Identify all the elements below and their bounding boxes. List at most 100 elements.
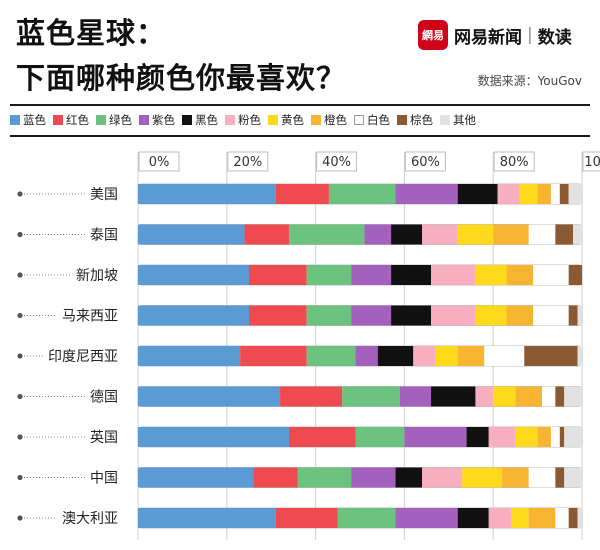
bar-segment-紫色	[404, 427, 467, 447]
category-label: 马来西亚	[62, 309, 118, 325]
legend-item: 橙色	[311, 112, 347, 128]
bar-segment-白色	[555, 508, 569, 528]
bar-segment-黑色	[395, 467, 423, 488]
bar-segment-紫色	[395, 508, 458, 528]
title-line-1: 蓝色星球：	[16, 16, 167, 50]
legend-swatch	[139, 115, 149, 125]
bar-segment-蓝色	[138, 224, 245, 245]
bar-segment-橙色	[493, 224, 529, 245]
legend-swatch	[10, 115, 20, 125]
legend-label: 白色	[367, 113, 390, 127]
legend-item: 红色	[53, 112, 89, 128]
x-tick: 20%	[227, 151, 269, 172]
bar-segment-粉色	[497, 184, 520, 204]
bar-segment-其他	[577, 346, 582, 366]
bar-segment-橙色	[537, 427, 551, 447]
bar-segment-黑色	[391, 265, 432, 285]
bar-segment-绿色	[297, 467, 352, 488]
bar-segment-红色	[240, 346, 307, 366]
bar-segment-红色	[280, 386, 343, 407]
row-bullet	[17, 191, 23, 197]
title-line-2: 下面哪种颜色你最喜欢？	[16, 61, 347, 95]
bar-segment-棕色	[555, 467, 565, 488]
legend-item: 蓝色	[10, 112, 46, 128]
bar-segment-橙色	[515, 386, 543, 407]
x-tick-box	[316, 151, 358, 172]
legend-label: 棕色	[410, 113, 433, 127]
category-label: 英国	[90, 429, 118, 446]
bar-segment-紫色	[351, 265, 392, 285]
bar-segment-蓝色	[138, 386, 281, 407]
bar-segment-红色	[253, 467, 298, 488]
x-tick-label: 40%	[322, 155, 351, 170]
bar-segment-蓝色	[138, 508, 276, 528]
legend-swatch	[268, 115, 278, 125]
category-label: 泰国	[90, 228, 118, 244]
x-tick-box	[582, 151, 600, 172]
bar-segment-粉色	[431, 305, 476, 326]
bar-segment-绿色	[328, 184, 396, 204]
legend-item: 其他	[440, 112, 476, 128]
x-tick-box	[227, 151, 269, 172]
bar-segment-绿色	[306, 346, 356, 366]
x-tick-box	[138, 151, 180, 172]
legend-swatch	[440, 115, 450, 125]
legend: 蓝色 红色 绿色 紫色 黑色 粉色 黄色 橙色 白色 棕色 其他	[10, 112, 600, 128]
bar-segment-蓝色	[138, 184, 276, 204]
bar-segment-蓝色	[138, 427, 289, 447]
legend-swatch	[354, 115, 364, 125]
brand-sub: 数读	[537, 27, 572, 48]
bar-segment-红色	[288, 427, 356, 447]
bar-segment-其他	[577, 305, 582, 326]
legend-label: 红色	[66, 113, 89, 127]
bar-segment-其他	[577, 508, 582, 528]
bar-segment-橙色	[506, 265, 534, 285]
bar-segment-棕色	[568, 305, 578, 326]
bar-segment-白色	[484, 346, 525, 366]
bar-segment-白色	[533, 305, 569, 326]
x-tick-label: 20%	[233, 155, 262, 170]
category-label: 新加坡	[76, 268, 118, 284]
legend-swatch	[225, 115, 235, 125]
bar-segment-白色	[542, 386, 556, 407]
bar-segment-蓝色	[138, 305, 249, 326]
x-tick-label: 80%	[500, 155, 529, 170]
bar-segment-粉色	[431, 265, 476, 285]
bar-segment-橙色	[502, 467, 529, 488]
category-label: 中国	[90, 471, 118, 487]
legend-swatch	[53, 115, 63, 125]
legend-item: 紫色	[139, 112, 175, 128]
bar-segment-其他	[564, 386, 582, 407]
bar-segment-棕色	[568, 508, 578, 528]
row-bullet	[17, 515, 23, 521]
category-label: 美国	[90, 187, 118, 203]
bar-segment-棕色	[555, 224, 574, 245]
legend-label: 其他	[453, 113, 476, 127]
divider-bottom	[10, 135, 590, 137]
legend-swatch	[311, 115, 321, 125]
row-bullet	[17, 312, 23, 319]
bar-segment-蓝色	[138, 265, 249, 285]
bar-segment-黄色	[462, 467, 503, 488]
bar-segment-橙色	[457, 346, 485, 366]
stacked-bar-chart: 0% 20% 40% 60% 80% 100% 美国泰国新加坡马来西亚印度尼西亚德国英国中国…	[17, 151, 600, 540]
bar-segment-绿色	[306, 305, 352, 326]
bar-segment-红色	[275, 508, 338, 528]
bar-segment-黑色	[431, 386, 476, 407]
bar-segment-黑色	[457, 508, 489, 528]
brand: 網易 网易新闻 | 数读	[418, 20, 572, 50]
category-label: 印度尼西亚	[48, 349, 118, 365]
bar-segment-棕色	[559, 184, 569, 204]
x-tick-box	[404, 151, 446, 172]
bar-segment-其他	[564, 467, 582, 488]
bar-segment-黄色	[457, 224, 494, 245]
x-tick-box	[493, 151, 535, 172]
bar-segment-粉色	[488, 508, 511, 528]
bar-segment-棕色	[559, 427, 565, 447]
legend-label: 粉色	[238, 113, 261, 127]
bar-segment-绿色	[306, 265, 352, 285]
divider-top	[10, 104, 590, 106]
legend-item: 粉色	[225, 112, 261, 128]
data-source: 数据来源：YouGov	[477, 74, 582, 88]
legend-label: 黑色	[195, 113, 218, 127]
